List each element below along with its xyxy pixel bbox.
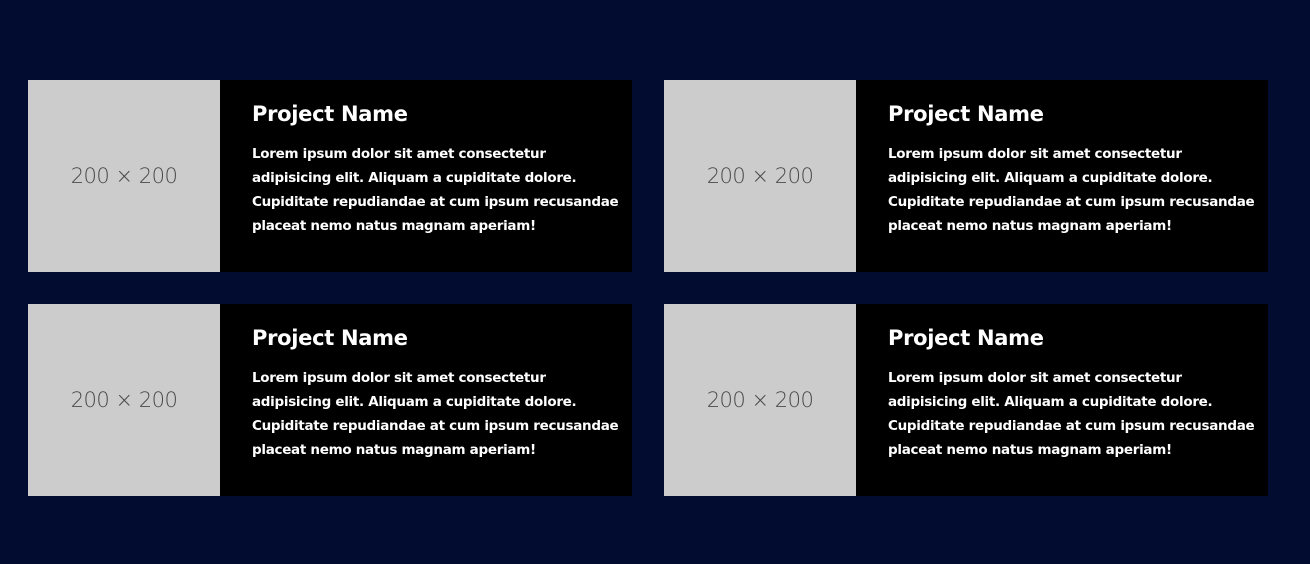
project-card[interactable]: 200 × 200 Project Name Lorem ipsum dolor…: [28, 80, 632, 272]
project-description: Lorem ipsum dolor sit amet consectetur a…: [888, 146, 1255, 234]
project-title: Project Name: [252, 102, 408, 126]
project-image-placeholder: 200 × 200: [28, 304, 220, 496]
project-title: Project Name: [252, 326, 408, 350]
project-card[interactable]: 200 × 200 Project Name Lorem ipsum dolor…: [664, 304, 1268, 496]
project-image-placeholder: 200 × 200: [28, 80, 220, 272]
image-size-label: 200 × 200: [706, 164, 814, 188]
project-title: Project Name: [888, 102, 1044, 126]
project-content: Project Name Lorem ipsum dolor sit amet …: [856, 80, 1268, 272]
image-size-label: 200 × 200: [706, 388, 814, 412]
projects-grid: 200 × 200 Project Name Lorem ipsum dolor…: [28, 80, 1268, 496]
project-description: Lorem ipsum dolor sit amet consectetur a…: [888, 370, 1255, 458]
project-card[interactable]: 200 × 200 Project Name Lorem ipsum dolor…: [28, 304, 632, 496]
project-content: Project Name Lorem ipsum dolor sit amet …: [856, 304, 1268, 496]
project-content: Project Name Lorem ipsum dolor sit amet …: [220, 80, 632, 272]
image-size-label: 200 × 200: [70, 388, 178, 412]
project-image-placeholder: 200 × 200: [664, 80, 856, 272]
image-size-label: 200 × 200: [70, 164, 178, 188]
project-image-placeholder: 200 × 200: [664, 304, 856, 496]
project-card[interactable]: 200 × 200 Project Name Lorem ipsum dolor…: [664, 80, 1268, 272]
project-description: Lorem ipsum dolor sit amet consectetur a…: [252, 370, 619, 458]
project-title: Project Name: [888, 326, 1044, 350]
project-description: Lorem ipsum dolor sit amet consectetur a…: [252, 146, 619, 234]
project-content: Project Name Lorem ipsum dolor sit amet …: [220, 304, 632, 496]
